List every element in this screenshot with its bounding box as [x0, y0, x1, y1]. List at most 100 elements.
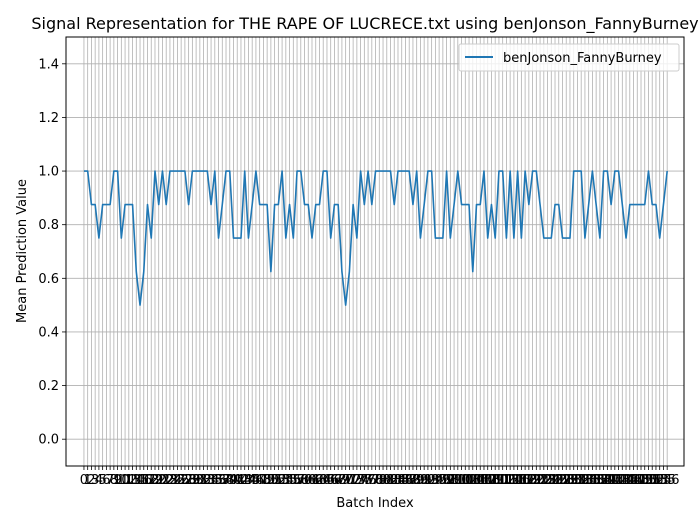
x-tick-label: 8: [110, 473, 118, 488]
x-tick-label: 56: [285, 473, 302, 488]
x-tick-label: 40: [225, 473, 242, 488]
horizontal-gridlines: [66, 63, 684, 440]
x-tick-label: 101: [449, 473, 474, 488]
x-tick-label: 104: [460, 473, 485, 488]
x-tick-label: 90: [412, 473, 429, 488]
x-tick-label: 140: [595, 473, 620, 488]
x-tick-label: 43: [236, 473, 253, 488]
x-tick-label: 62: [307, 473, 324, 488]
x-tick-label: 87: [401, 473, 418, 488]
x-tick-label: 15: [132, 473, 149, 488]
x-tick-label: 7: [106, 473, 114, 488]
x-tick-label: 6: [102, 473, 110, 488]
x-tick-label: 96: [435, 473, 452, 488]
vertical-gridlines: [83, 37, 668, 466]
y-tick-label: 1.4: [38, 57, 59, 72]
x-tick-label: 37: [214, 473, 231, 488]
x-tick-label: 122: [528, 473, 553, 488]
x-tick-label: 36: [210, 473, 227, 488]
x-tick-label: 145: [614, 473, 639, 488]
x-tick-label: 59: [296, 473, 313, 488]
x-tick-label: 112: [490, 473, 515, 488]
x-tick-label: 31: [192, 473, 209, 488]
x-tick-label: 26: [173, 473, 190, 488]
x-tick-label: 147: [621, 473, 646, 488]
x-tick-label: 18: [143, 473, 160, 488]
x-tick-label: 71: [341, 473, 358, 488]
x-tick-label: 126: [543, 473, 568, 488]
x-tick-label: 109: [479, 473, 504, 488]
x-tick-label: 91: [416, 473, 433, 488]
x-axis-label: Batch Index: [336, 496, 414, 511]
y-tick-label: 0.0: [38, 433, 59, 448]
x-tick-label: 144: [610, 473, 635, 488]
x-tick-label: 69: [334, 473, 351, 488]
x-tick-label: 153: [644, 473, 669, 488]
x-tick-label: 97: [438, 473, 455, 488]
x-tick-label: 28: [180, 473, 197, 488]
legend: benJonson_FannyBurney: [458, 43, 680, 72]
x-tick-label: 32: [195, 473, 212, 488]
x-tick-label: 10: [113, 473, 130, 488]
x-tick-label: 72: [345, 473, 362, 488]
x-tick-label: 75: [356, 473, 373, 488]
x-tick-label: 150: [632, 473, 657, 488]
x-tick-label: 146: [617, 473, 642, 488]
x-tick-label: 134: [573, 473, 598, 488]
x-tick-label: 81: [379, 473, 396, 488]
x-tick-label: 58: [293, 473, 310, 488]
x-tick-label: 50: [263, 473, 280, 488]
x-tick-label: 125: [539, 473, 564, 488]
x-tick-label: 111: [487, 473, 512, 488]
x-tick-label: 51: [266, 473, 283, 488]
x-tick-label: 0: [80, 473, 88, 488]
x-tick-label: 108: [475, 473, 500, 488]
x-tick-label: 120: [520, 473, 545, 488]
x-tick-label: 53: [274, 473, 291, 488]
x-tick-label: 142: [602, 473, 627, 488]
y-tick-label: 1.0: [38, 165, 59, 180]
x-tick-label: 116: [505, 473, 530, 488]
x-tick-label: 17: [139, 473, 156, 488]
x-tick-label: 45: [244, 473, 261, 488]
x-tick-label: 121: [524, 473, 549, 488]
x-tick-label: 11: [117, 473, 134, 488]
x-tick-label: 106: [468, 473, 493, 488]
x-tick-label: 107: [472, 473, 497, 488]
x-tick-label: 105: [464, 473, 489, 488]
x-tick-label: 103: [457, 473, 482, 488]
x-tick-label: 38: [218, 473, 235, 488]
x-tick-label: 99: [446, 473, 463, 488]
x-tick-label: 19: [147, 473, 164, 488]
x-tick-label: 63: [311, 473, 328, 488]
x-tick-label: 25: [169, 473, 186, 488]
x-tick-label: 86: [397, 473, 414, 488]
x-tick-label: 61: [304, 473, 321, 488]
x-tick-label: 74: [352, 473, 369, 488]
x-tick-label: 41: [229, 473, 246, 488]
x-tick-label: 29: [184, 473, 201, 488]
legend-box: [458, 43, 680, 72]
plot-frame: [65, 36, 685, 467]
x-tick-label: 46: [248, 473, 265, 488]
x-tick-label: 141: [599, 473, 624, 488]
x-axis-ticks: 0123456789101112131415161718192021222324…: [80, 466, 680, 488]
series-line-benjonson-fannyburney: [83, 170, 668, 306]
x-tick-label: 60: [300, 473, 317, 488]
x-tick-label: 27: [177, 473, 194, 488]
x-tick-label: 76: [360, 473, 377, 488]
x-tick-label: 136: [580, 473, 605, 488]
x-tick-label: 34: [203, 473, 220, 488]
x-tick-label: 102: [453, 473, 478, 488]
x-tick-label: 52: [270, 473, 287, 488]
x-tick-label: 118: [513, 473, 538, 488]
x-tick-label: 95: [431, 473, 448, 488]
x-tick-label: 84: [390, 473, 407, 488]
x-tick-label: 92: [420, 473, 437, 488]
x-tick-label: 55: [281, 473, 298, 488]
y-axis-ticks: 0.0 0.2 0.4 0.6 0.8 1.0 1.2 1.4: [38, 57, 66, 448]
x-tick-label: 66: [322, 473, 339, 488]
x-tick-label: 154: [647, 473, 672, 488]
x-tick-label: 135: [576, 473, 601, 488]
